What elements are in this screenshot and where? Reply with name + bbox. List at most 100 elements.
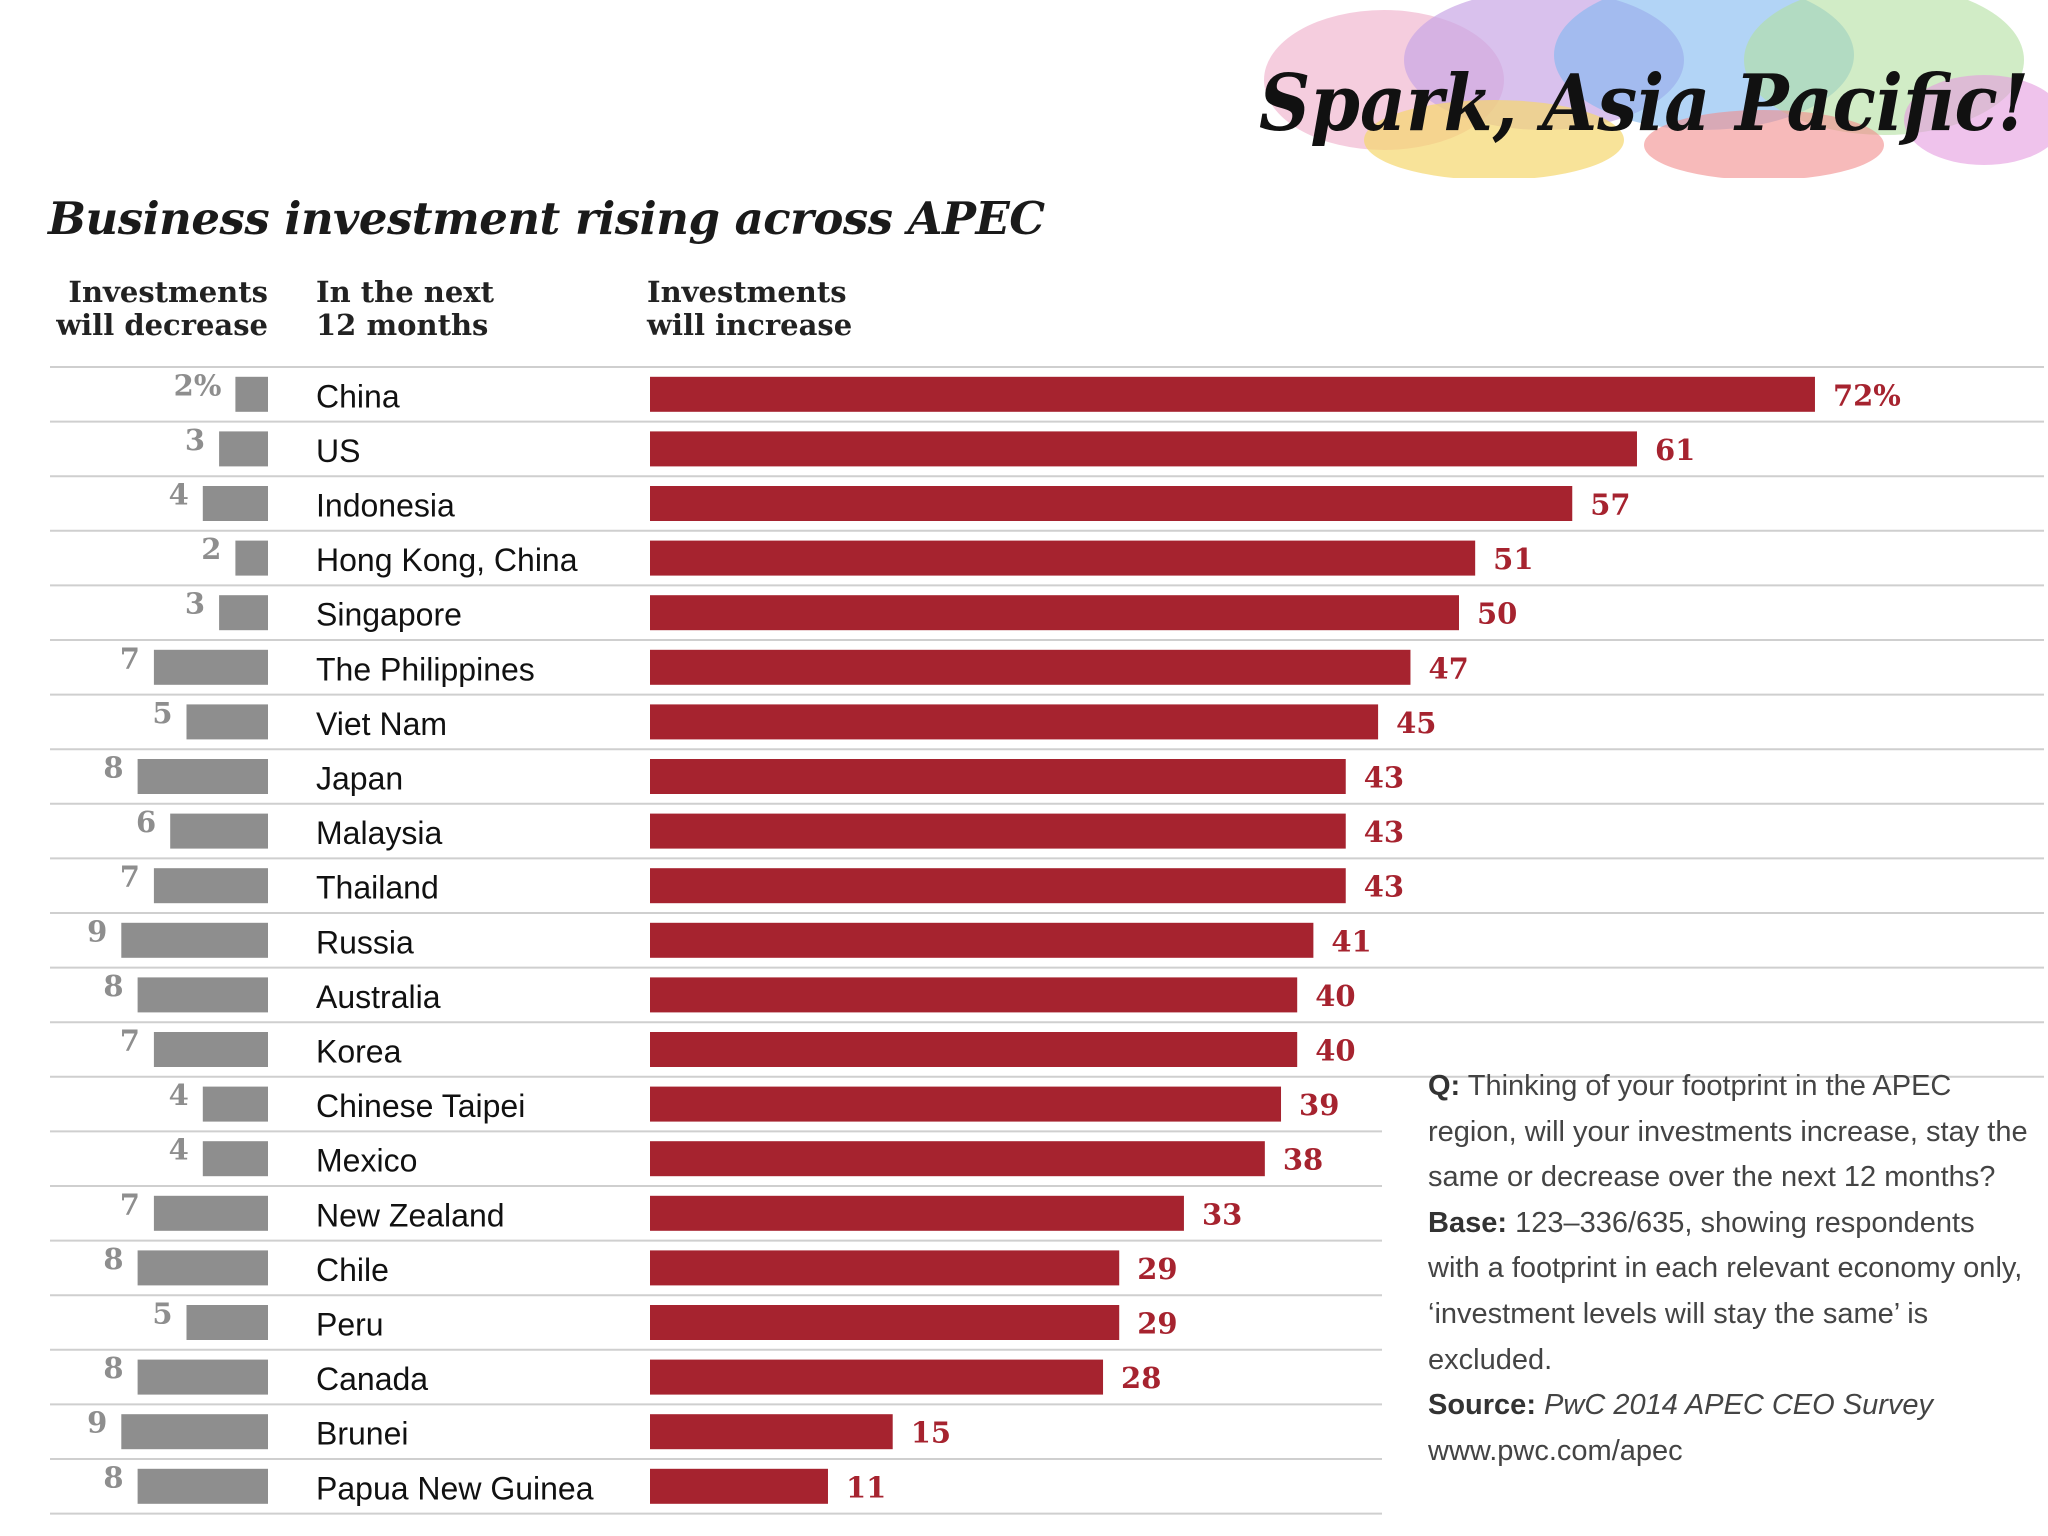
source-text: PwC 2014 APEC CEO Survey [1544, 1389, 1934, 1422]
increase-bar [650, 868, 1346, 904]
country-label: Thailand [316, 870, 439, 906]
increase-value-label: 11 [846, 1470, 886, 1504]
decrease-bar [137, 1250, 268, 1286]
increase-value-label: 33 [1202, 1197, 1242, 1231]
country-label: Malaysia [316, 815, 442, 851]
decrease-bar [202, 486, 268, 521]
increase-bar [650, 376, 1815, 412]
increase-bar [650, 1468, 828, 1504]
increase-value-label: 40 [1315, 1034, 1355, 1068]
decrease-value-label: 7 [120, 1187, 140, 1221]
decrease-bar [153, 868, 268, 904]
increase-bar [650, 1359, 1104, 1395]
increase-bar [650, 595, 1459, 631]
decrease-bar [186, 1305, 268, 1340]
decrease-value-label: 9 [87, 1406, 107, 1440]
increase-value-label: 41 [1331, 924, 1371, 958]
decrease-value-label: 7 [120, 641, 140, 675]
country-label: Viet Nam [316, 706, 447, 742]
increase-value-label: 72% [1833, 378, 1901, 412]
decrease-bar [153, 1195, 268, 1231]
increase-value-label: 40 [1315, 979, 1355, 1013]
question-text: Thinking of your footprint in the APEC r… [1428, 1070, 2028, 1194]
country-label: Japan [316, 761, 403, 797]
decrease-bar [121, 922, 268, 958]
base-text: 123–336/635, showing respondents with a … [1428, 1206, 2023, 1376]
decrease-bar [235, 376, 268, 412]
chart-title: Business investment rising across APEC [48, 192, 1045, 245]
increase-column-header: Investments will increase [647, 275, 853, 342]
increase-value-label: 15 [911, 1416, 951, 1450]
country-label: New Zealand [316, 1197, 505, 1233]
logo-graphic: Spark, Asia Pacific! [1259, 0, 2048, 180]
decrease-bar [137, 759, 268, 794]
increase-value-label: 43 [1364, 870, 1404, 904]
decrease-column-header: Investments will decrease [56, 275, 268, 342]
decrease-value-label: 4 [169, 478, 189, 512]
decrease-value-label: 2% [174, 368, 222, 402]
increase-value-label: 28 [1121, 1361, 1161, 1395]
decrease-bar [137, 1359, 268, 1395]
increase-value-label: 38 [1283, 1143, 1323, 1177]
increase-value-label: 57 [1590, 488, 1630, 522]
country-label: Chile [316, 1252, 389, 1288]
country-label: Peru [316, 1307, 384, 1343]
decrease-bar [219, 431, 268, 467]
question-label: Q: [1428, 1070, 1461, 1102]
logo-text: Spark, Asia Pacific! [1259, 58, 2029, 149]
increase-value-label: 43 [1364, 761, 1404, 795]
decrease-value-label: 3 [185, 423, 205, 457]
increase-value-label: 39 [1299, 1088, 1339, 1122]
decrease-bar [153, 649, 268, 685]
increase-bar [650, 431, 1637, 467]
country-label: Canada [316, 1361, 428, 1397]
decrease-bar [137, 977, 268, 1013]
decrease-value-label: 6 [136, 805, 156, 839]
source-url: www.pwc.com/apec [1428, 1434, 1683, 1467]
increase-value-label: 51 [1493, 542, 1533, 576]
country-label: Hong Kong, China [316, 542, 578, 578]
base-label: Base: [1428, 1206, 1507, 1239]
increase-bar [650, 922, 1314, 958]
decrease-bar [170, 813, 268, 849]
increase-value-label: 29 [1137, 1307, 1177, 1341]
increase-bar [650, 1141, 1265, 1177]
increase-bar [650, 1250, 1120, 1286]
decrease-bar [219, 595, 268, 631]
increase-value-label: 50 [1477, 597, 1517, 631]
country-label: Papua New Guinea [316, 1470, 594, 1506]
decrease-bar [235, 540, 268, 576]
decrease-value-label: 8 [103, 1242, 123, 1276]
decrease-value-label: 4 [169, 1078, 189, 1112]
country-label: The Philippines [316, 651, 535, 687]
increase-value-label: 45 [1396, 706, 1436, 740]
country-label: Russia [316, 924, 414, 960]
decrease-bar [202, 1086, 268, 1122]
decrease-bar [202, 1141, 268, 1177]
decrease-value-label: 8 [103, 751, 123, 785]
increase-bar [650, 540, 1476, 576]
decrease-value-label: 7 [120, 1024, 140, 1058]
increase-bar [650, 704, 1379, 740]
increase-bar [650, 1032, 1298, 1067]
decrease-value-label: 5 [152, 1297, 172, 1331]
increase-bar [650, 1414, 893, 1450]
increase-value-label: 43 [1364, 815, 1404, 849]
decrease-bar [137, 1468, 268, 1504]
decrease-bar [153, 1032, 268, 1067]
decrease-value-label: 8 [103, 969, 123, 1003]
country-label: Brunei [316, 1416, 409, 1452]
decrease-value-label: 3 [185, 587, 205, 621]
increase-bar [650, 977, 1298, 1013]
increase-value-label: 61 [1655, 433, 1695, 467]
country-label: China [316, 378, 400, 414]
increase-bar [650, 1086, 1282, 1122]
increase-bar [650, 486, 1573, 521]
decrease-value-label: 7 [120, 860, 140, 894]
period-column-header: In the next 12 months [316, 275, 494, 342]
increase-bar [650, 1305, 1120, 1340]
survey-note: Q: Thinking of your footprint in the APE… [1428, 1064, 2028, 1474]
increase-bar [650, 1195, 1184, 1231]
decrease-value-label: 8 [103, 1460, 123, 1494]
country-label: Australia [316, 979, 441, 1015]
